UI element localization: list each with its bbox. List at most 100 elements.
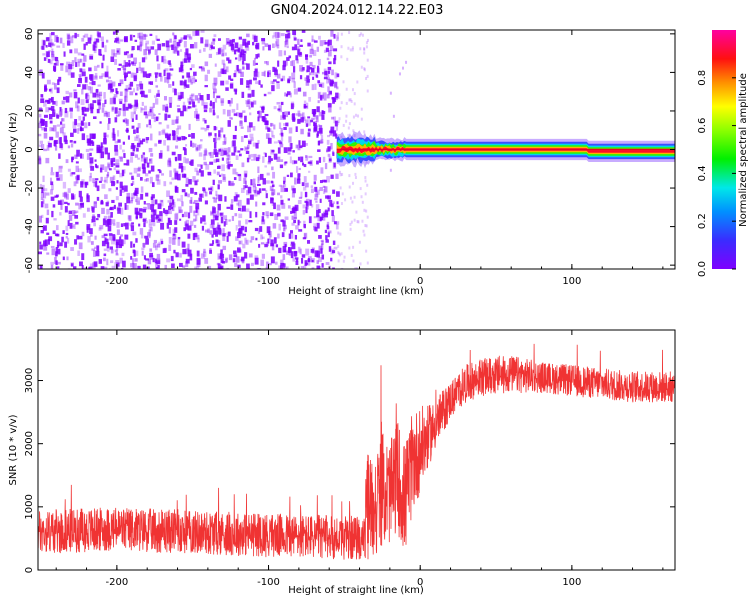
spectrogram-cell	[302, 237, 307, 240]
spectrogram-cell	[366, 38, 369, 42]
spectrogram-cell	[318, 92, 321, 99]
spectrogram-cell	[270, 80, 274, 85]
spectrogram-cell	[133, 145, 137, 149]
spectrogram-cell	[186, 53, 191, 60]
spectrogram-cell	[365, 161, 368, 165]
spectrogram-cell	[317, 124, 321, 128]
spectrogram-cell	[104, 194, 108, 200]
spectrogram-cell	[326, 94, 330, 99]
spectrogram-cell	[90, 206, 95, 210]
spectrogram-cell	[238, 240, 241, 245]
spectrogram-cell	[78, 235, 83, 240]
spectrogram-cell	[229, 116, 232, 120]
spectrogram-cell	[85, 148, 90, 153]
spectrogram-cell	[249, 112, 252, 116]
spectrogram-cell	[89, 263, 94, 269]
spectrogram-cell	[314, 83, 317, 90]
spectrogram-cell	[363, 51, 366, 55]
spectrogram-cell	[335, 125, 339, 131]
spectrogram-cell	[189, 94, 194, 102]
spectrogram-cell	[223, 137, 227, 144]
spectrogram-cell	[125, 119, 129, 125]
spectrogram-cell	[78, 168, 82, 173]
spectrogram-cell	[59, 165, 64, 169]
spectrogram-cell	[267, 70, 272, 77]
spectrogram-cell	[216, 210, 220, 218]
spectrogram-cell	[126, 159, 130, 166]
spectrogram-cell	[95, 93, 100, 98]
spectrogram-cell	[220, 80, 225, 86]
spectrogram-cell	[180, 37, 183, 42]
spectrogram-cell	[301, 30, 306, 33]
spectrogram-cell	[177, 125, 182, 130]
spectrogram-cell	[214, 98, 218, 103]
spectrogram-cell	[218, 47, 223, 53]
spectrogram-cell	[155, 85, 159, 88]
spectrogram-cell	[235, 256, 240, 263]
spectrogram-cell	[47, 141, 50, 144]
spectrogram-cell	[182, 166, 186, 171]
spectrogram-cell	[172, 204, 176, 208]
spectrogram-cell	[64, 201, 68, 205]
spectrogram-cell	[87, 37, 92, 44]
spectrogram-cell	[153, 209, 157, 216]
spectrogram-cell	[257, 227, 261, 234]
spectrogram-cell	[360, 195, 363, 199]
spectrogram-cell	[134, 199, 138, 203]
spectrogram-cell	[229, 163, 233, 167]
spectrogram-cell	[287, 198, 291, 201]
spectrogram-cell	[45, 37, 50, 42]
spectrogram-cell	[153, 114, 156, 117]
spectrogram-cell	[183, 37, 186, 40]
spectrogram-cell	[293, 81, 296, 89]
spectrogram-cell	[195, 30, 200, 36]
spectrogram-cell	[240, 225, 245, 231]
spectrogram-cell	[154, 245, 158, 251]
spectrogram-cell	[141, 247, 145, 251]
spectrogram-cell	[107, 249, 110, 252]
spectrogram-cell	[307, 240, 311, 244]
spectrogram-cell	[392, 114, 395, 118]
spectrogram-cell	[291, 215, 294, 220]
spectrogram-cell	[303, 186, 307, 191]
colorbar-tick-label: 0.6	[697, 118, 708, 134]
spectrogram-cell	[142, 264, 147, 269]
spectrogram-cell	[200, 253, 205, 259]
spectrogram-cell	[283, 180, 286, 185]
spectrogram-cell	[261, 253, 265, 259]
spectrogram-cell	[267, 137, 272, 144]
spectrogram-cell	[314, 122, 317, 127]
spectrogram-cell	[365, 249, 368, 253]
spectrogram-cell	[338, 93, 341, 97]
spectrogram-cell	[138, 223, 141, 227]
spectrogram-cell	[298, 52, 302, 57]
spectrogram-cell	[78, 115, 82, 121]
spectrogram-cell	[350, 220, 353, 224]
spectrogram-cell	[208, 152, 212, 157]
spectrogram-cell	[216, 222, 220, 228]
spectrogram-cell	[275, 41, 278, 48]
spectrogram-cell	[169, 68, 174, 71]
spectrogram-cell	[136, 200, 140, 205]
spectrogram-cell	[291, 185, 295, 191]
spectrogram-cell	[230, 199, 234, 204]
spectrogram-cell	[45, 157, 50, 164]
spectrogram-cell	[177, 239, 181, 246]
spectrogram-cell	[51, 248, 56, 256]
spectrogram-cell	[92, 178, 96, 184]
spectrogram-cell	[53, 218, 57, 221]
spectrogram-cell	[203, 248, 206, 254]
spectrogram-cell	[281, 202, 286, 209]
spectrogram-cell	[150, 165, 155, 172]
spectrogram-cell	[137, 123, 141, 129]
spectrogram-cell	[103, 248, 108, 251]
spectrogram-cell	[223, 150, 227, 156]
spectrogram-cell	[123, 223, 126, 227]
spectrogram-cell	[224, 196, 227, 202]
spectrogram-cell	[207, 69, 211, 74]
spectrogram-cell	[82, 213, 86, 218]
spectrogram-cell	[249, 240, 253, 243]
spectrogram-cell	[336, 191, 340, 197]
spectrogram-cell	[299, 65, 304, 72]
spectrogram-cell	[168, 227, 172, 234]
